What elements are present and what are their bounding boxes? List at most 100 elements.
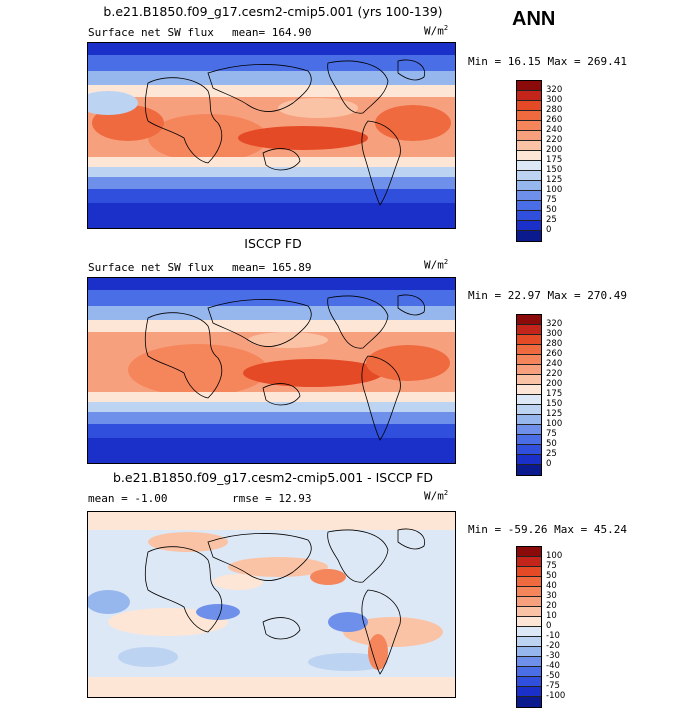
panel-2-units: W/m2 — [424, 258, 449, 272]
colorbar-swatch — [517, 587, 541, 597]
colorbar-tick-label: 280 — [546, 339, 563, 349]
panel-1-field — [88, 43, 455, 228]
colorbar-swatch — [517, 617, 541, 627]
colorbar-tick-label: 320 — [546, 319, 563, 329]
colorbar-swatch — [517, 111, 541, 121]
colorbar-swatch — [517, 465, 541, 475]
colorbar-swatch — [517, 607, 541, 617]
colorbar-tick-label: 300 — [546, 329, 563, 339]
colorbar-tick-label: 75 — [546, 429, 557, 439]
colorbar-tick-label: 0 — [546, 225, 552, 235]
colorbar-swatch — [517, 355, 541, 365]
colorbar-swatch — [517, 547, 541, 557]
colorbar-swatch — [517, 101, 541, 111]
colorbar-swatch — [517, 667, 541, 677]
colorbar-tick-label: 75 — [546, 195, 557, 205]
colorbar-swatch — [517, 335, 541, 345]
colorbar-tick-label: 320 — [546, 85, 563, 95]
panel-3-minmax: Min = -59.26 Max = 45.24 — [468, 523, 627, 536]
colorbar-swatch — [517, 131, 541, 141]
colorbar-swatch — [517, 647, 541, 657]
colorbar-tick-label: 175 — [546, 389, 563, 399]
panel-1-colorbar — [516, 80, 542, 242]
panel-1-left-label: Surface net SW flux — [88, 26, 214, 39]
panel-1-colorbar-ticks: 320 300 280 260 240 220 200 175 150 125 100 75 50 25 0 — [546, 85, 562, 235]
colorbar-swatch — [517, 677, 541, 687]
colorbar-swatch — [517, 221, 541, 231]
panel-2-minmax: Min = 22.97 Max = 270.49 — [468, 289, 627, 302]
colorbar-tick-label: -75 — [546, 681, 560, 691]
colorbar-swatch — [517, 405, 541, 415]
panel-3-rmse: rmse = 12.93 — [232, 492, 312, 505]
colorbar-tick-label: 25 — [546, 449, 557, 459]
colorbar-swatch — [517, 201, 541, 211]
panel-3-colorbar-ticks: 100 75 50 40 30 20 10 0 -10 -20 -30 -40 -50 -75 -100 — [546, 551, 565, 701]
colorbar-swatch — [517, 557, 541, 567]
colorbar-tick-label: 240 — [546, 359, 563, 369]
colorbar-tick-label: -100 — [546, 691, 566, 701]
colorbar-swatch — [517, 211, 541, 221]
colorbar-swatch — [517, 365, 541, 375]
colorbar-swatch — [517, 687, 541, 697]
season-label: ANN — [512, 8, 556, 30]
panel-2-colorbar — [516, 314, 542, 476]
colorbar-tick-label: 220 — [546, 369, 563, 379]
colorbar-tick-label: 200 — [546, 379, 563, 389]
colorbar-tick-label: 20 — [546, 601, 557, 611]
colorbar-tick-label: 25 — [546, 215, 557, 225]
colorbar-tick-label: 100 — [546, 551, 563, 561]
colorbar-tick-label: 125 — [546, 409, 563, 419]
panel-3-title: b.e21.B1850.f09_g17.cesm2-cmip5.001 - IS… — [112, 470, 434, 485]
panel-3-map — [87, 511, 456, 698]
colorbar-tick-label: 40 — [546, 581, 557, 591]
colorbar-swatch — [517, 435, 541, 445]
panel-2-map — [87, 277, 456, 464]
colorbar-tick-label: 30 — [546, 591, 557, 601]
colorbar-swatch — [517, 415, 541, 425]
panel-2-mean: mean= 165.89 — [232, 261, 312, 274]
colorbar-swatch — [517, 445, 541, 455]
panel-3-field — [88, 512, 455, 697]
colorbar-tick-label: 0 — [546, 621, 552, 631]
colorbar-tick-label: 260 — [546, 115, 563, 125]
colorbar-tick-label: 75 — [546, 561, 557, 571]
panel-3-colorbar — [516, 546, 542, 708]
colorbar-swatch — [517, 657, 541, 667]
colorbar-swatch — [517, 577, 541, 587]
colorbar-tick-label: 300 — [546, 95, 563, 105]
colorbar-tick-label: -10 — [546, 631, 560, 641]
colorbar-swatch — [517, 81, 541, 91]
colorbar-tick-label: 100 — [546, 185, 563, 195]
colorbar-swatch — [517, 567, 541, 577]
colorbar-swatch — [517, 191, 541, 201]
panel-1-title: b.e21.B1850.f09_g17.cesm2-cmip5.001 (yrs… — [103, 4, 443, 19]
panel-1-map — [87, 42, 456, 229]
colorbar-swatch — [517, 425, 541, 435]
colorbar-tick-label: 50 — [546, 205, 557, 215]
panel-3-units: W/m2 — [424, 489, 449, 503]
colorbar-swatch — [517, 161, 541, 171]
colorbar-swatch — [517, 181, 541, 191]
colorbar-tick-label: 50 — [546, 439, 557, 449]
colorbar-tick-label: 125 — [546, 175, 563, 185]
colorbar-tick-label: 240 — [546, 125, 563, 135]
colorbar-tick-label: -30 — [546, 651, 560, 661]
colorbar-swatch — [517, 91, 541, 101]
colorbar-tick-label: 150 — [546, 165, 563, 175]
colorbar-tick-label: 280 — [546, 105, 563, 115]
colorbar-tick-label: 220 — [546, 135, 563, 145]
panel-2-left-label: Surface net SW flux — [88, 261, 214, 274]
colorbar-tick-label: -20 — [546, 641, 560, 651]
colorbar-tick-label: -40 — [546, 661, 560, 671]
panel-2-field — [88, 278, 455, 463]
colorbar-swatch — [517, 385, 541, 395]
colorbar-tick-label: 175 — [546, 155, 563, 165]
colorbar-tick-label: 50 — [546, 571, 557, 581]
colorbar-swatch — [517, 151, 541, 161]
colorbar-swatch — [517, 395, 541, 405]
colorbar-tick-label: 100 — [546, 419, 563, 429]
panel-2-colorbar-ticks: 320 300 280 260 240 220 200 175 150 125 100 75 50 25 0 — [546, 319, 562, 469]
colorbar-swatch — [517, 627, 541, 637]
colorbar-swatch — [517, 375, 541, 385]
colorbar-swatch — [517, 637, 541, 647]
